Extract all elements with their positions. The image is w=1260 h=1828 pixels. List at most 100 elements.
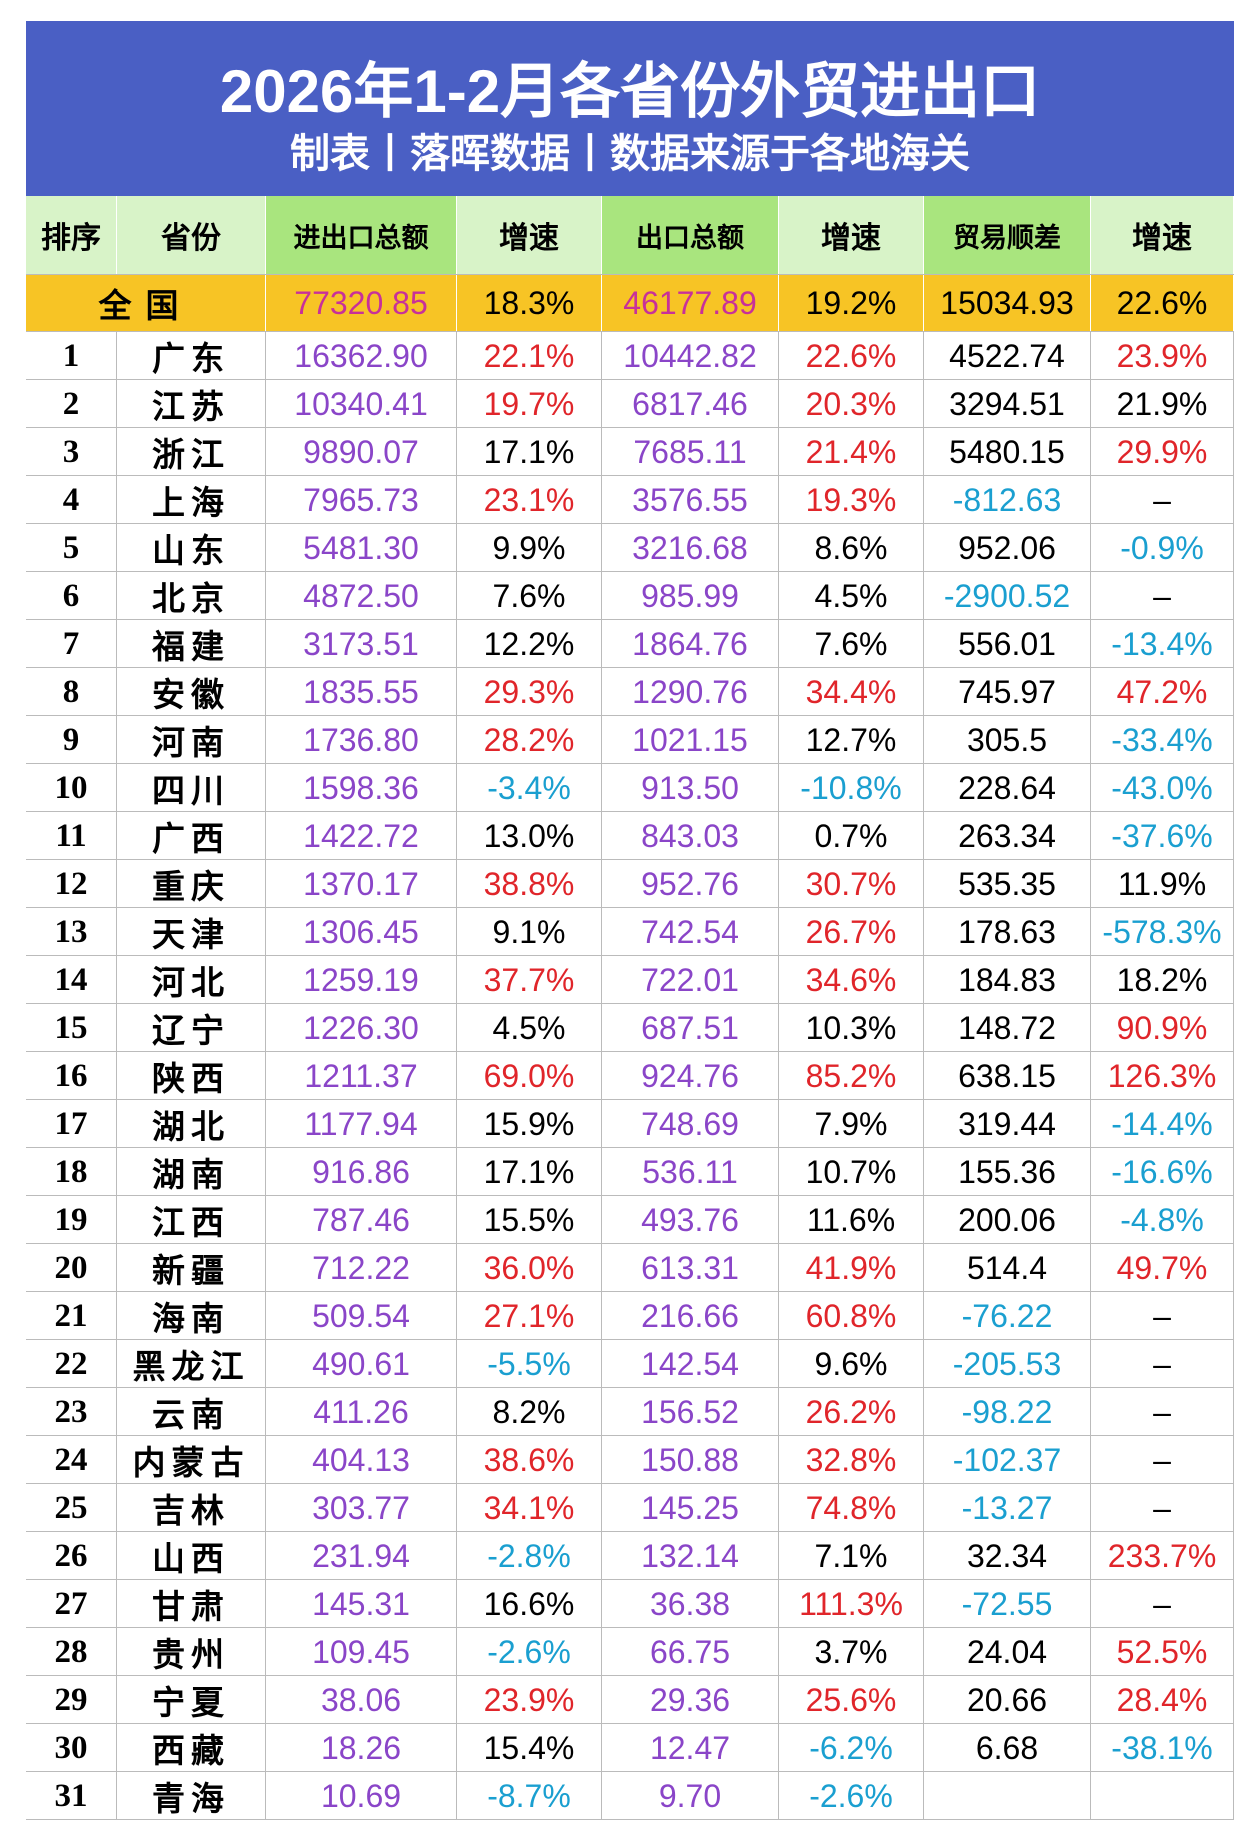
column-header: 增速 — [779, 196, 924, 274]
value-cell: 5481.30 — [266, 524, 457, 572]
value-cell: 52.5% — [1091, 1628, 1234, 1676]
value-cell: 3216.68 — [602, 524, 779, 572]
value-cell: -72.55 — [924, 1580, 1091, 1628]
rank: 24 — [26, 1436, 117, 1484]
rank: 15 — [26, 1004, 117, 1052]
value-cell: 32.34 — [924, 1532, 1091, 1580]
table-card: 2026年1-2月各省份外贸进出口 制表丨落晖数据丨数据来源于各地海关 排序 省份… — [26, 21, 1234, 1820]
province: 福建 — [117, 620, 266, 668]
value-cell: 15.5% — [457, 1196, 602, 1244]
province: 山西 — [117, 1532, 266, 1580]
value-cell: 556.01 — [924, 620, 1091, 668]
value-cell: -10.8% — [779, 764, 924, 812]
value-cell: -2.6% — [779, 1772, 924, 1820]
value-cell: 28.4% — [1091, 1676, 1234, 1724]
value-cell: 3.7% — [779, 1628, 924, 1676]
value-cell: 142.54 — [602, 1340, 779, 1388]
data-row: 14 河北 1259.19 37.7% 722.01 34.6% 184.83 18.2% — [26, 956, 1234, 1004]
value-cell: 8.6% — [779, 524, 924, 572]
value-cell: 60.8% — [779, 1292, 924, 1340]
value-cell: 745.97 — [924, 668, 1091, 716]
value-cell: 7965.73 — [266, 476, 457, 524]
province: 河南 — [117, 716, 266, 764]
value-cell: 303.77 — [266, 1484, 457, 1532]
rank: 25 — [26, 1484, 117, 1532]
value-cell: 7685.11 — [602, 428, 779, 476]
value-cell: 0.7% — [779, 812, 924, 860]
value-cell: -13.27 — [924, 1484, 1091, 1532]
value-cell: 228.64 — [924, 764, 1091, 812]
value-cell: 21.4% — [779, 428, 924, 476]
value-cell: 742.54 — [602, 908, 779, 956]
province: 湖南 — [117, 1148, 266, 1196]
value-cell: 985.99 — [602, 572, 779, 620]
value-cell: -0.9% — [1091, 524, 1234, 572]
province: 浙江 — [117, 428, 266, 476]
value-cell: 25.6% — [779, 1676, 924, 1724]
value-cell: 952.76 — [602, 860, 779, 908]
value-cell: 178.63 — [924, 908, 1091, 956]
value-cell: 29.9% — [1091, 428, 1234, 476]
data-row: 29 宁夏 38.06 23.9% 29.36 25.6% 20.66 28.4% — [26, 1676, 1234, 1724]
title: 2026年1-2月各省份外贸进出口 — [219, 58, 1041, 125]
data-row: 27 甘肃 145.31 16.6% 36.38 111.3% -72.55– — [26, 1580, 1234, 1628]
national-cell: 46177.89 — [602, 275, 779, 331]
value-cell: – — [1091, 1292, 1234, 1340]
data-row: 28 贵州 109.45 -2.6% 66.75 3.7% 24.04 52.5% — [26, 1628, 1234, 1676]
column-header: 出口总额 — [602, 196, 779, 274]
value-cell: 29.3% — [457, 668, 602, 716]
rank: 23 — [26, 1388, 117, 1436]
value-cell: 23.9% — [1091, 332, 1234, 380]
value-cell: 1598.36 — [266, 764, 457, 812]
value-cell: 5480.15 — [924, 428, 1091, 476]
value-cell: -98.22 — [924, 1388, 1091, 1436]
province: 江西 — [117, 1196, 266, 1244]
rank: 21 — [26, 1292, 117, 1340]
rank: 5 — [26, 524, 117, 572]
value-cell: 1211.37 — [266, 1052, 457, 1100]
data-row: 12 重庆 1370.17 38.8% 952.76 30.7% 535.35 11.9% — [26, 860, 1234, 908]
value-cell: 1226.30 — [266, 1004, 457, 1052]
rank: 6 — [26, 572, 117, 620]
data-row: 6 北京 4872.50 7.6% 985.99 4.5% -2900.52– — [26, 572, 1234, 620]
rank: 29 — [26, 1676, 117, 1724]
value-cell: 126.3% — [1091, 1052, 1234, 1100]
value-cell: 10.3% — [779, 1004, 924, 1052]
value-cell: 34.6% — [779, 956, 924, 1004]
value-cell: – — [1091, 1436, 1234, 1484]
value-cell: 32.8% — [779, 1436, 924, 1484]
value-cell: – — [1091, 476, 1234, 524]
province: 陕西 — [117, 1052, 266, 1100]
value-cell: 924.76 — [602, 1052, 779, 1100]
data-row: 19 江西 787.46 15.5% 493.76 11.6% 200.06 -4.8% — [26, 1196, 1234, 1244]
value-cell: 69.0% — [457, 1052, 602, 1100]
value-cell: 1259.19 — [266, 956, 457, 1004]
rank: 12 — [26, 860, 117, 908]
rank: 14 — [26, 956, 117, 1004]
national-cell: 22.6% — [1091, 275, 1234, 331]
value-cell: 15.4% — [457, 1724, 602, 1772]
province: 贵州 — [117, 1628, 266, 1676]
province: 上海 — [117, 476, 266, 524]
value-cell: 712.22 — [266, 1244, 457, 1292]
value-cell: -2.8% — [457, 1532, 602, 1580]
value-cell: 47.2% — [1091, 668, 1234, 716]
rank: 19 — [26, 1196, 117, 1244]
rank: 3 — [26, 428, 117, 476]
data-row: 23 云南 411.26 8.2% 156.52 26.2% -98.22– — [26, 1388, 1234, 1436]
value-cell: -102.37 — [924, 1436, 1091, 1484]
value-cell: 787.46 — [266, 1196, 457, 1244]
data-row: 3 浙江 9890.07 17.1% 7685.11 21.4% 5480.15 29.9% — [26, 428, 1234, 476]
value-cell: 3294.51 — [924, 380, 1091, 428]
value-cell: 90.9% — [1091, 1004, 1234, 1052]
value-cell: 12.2% — [457, 620, 602, 668]
value-cell: 1864.76 — [602, 620, 779, 668]
header-row: 排序 省份 进出口总额 增速 出口总额 增速 贸易顺差 增速 — [26, 196, 1234, 275]
value-cell: 411.26 — [266, 1388, 457, 1436]
value-cell: 27.1% — [457, 1292, 602, 1340]
province: 四川 — [117, 764, 266, 812]
value-cell: -578.3% — [1091, 908, 1234, 956]
value-cell: 263.34 — [924, 812, 1091, 860]
value-cell: 13.0% — [457, 812, 602, 860]
value-cell: 10.7% — [779, 1148, 924, 1196]
